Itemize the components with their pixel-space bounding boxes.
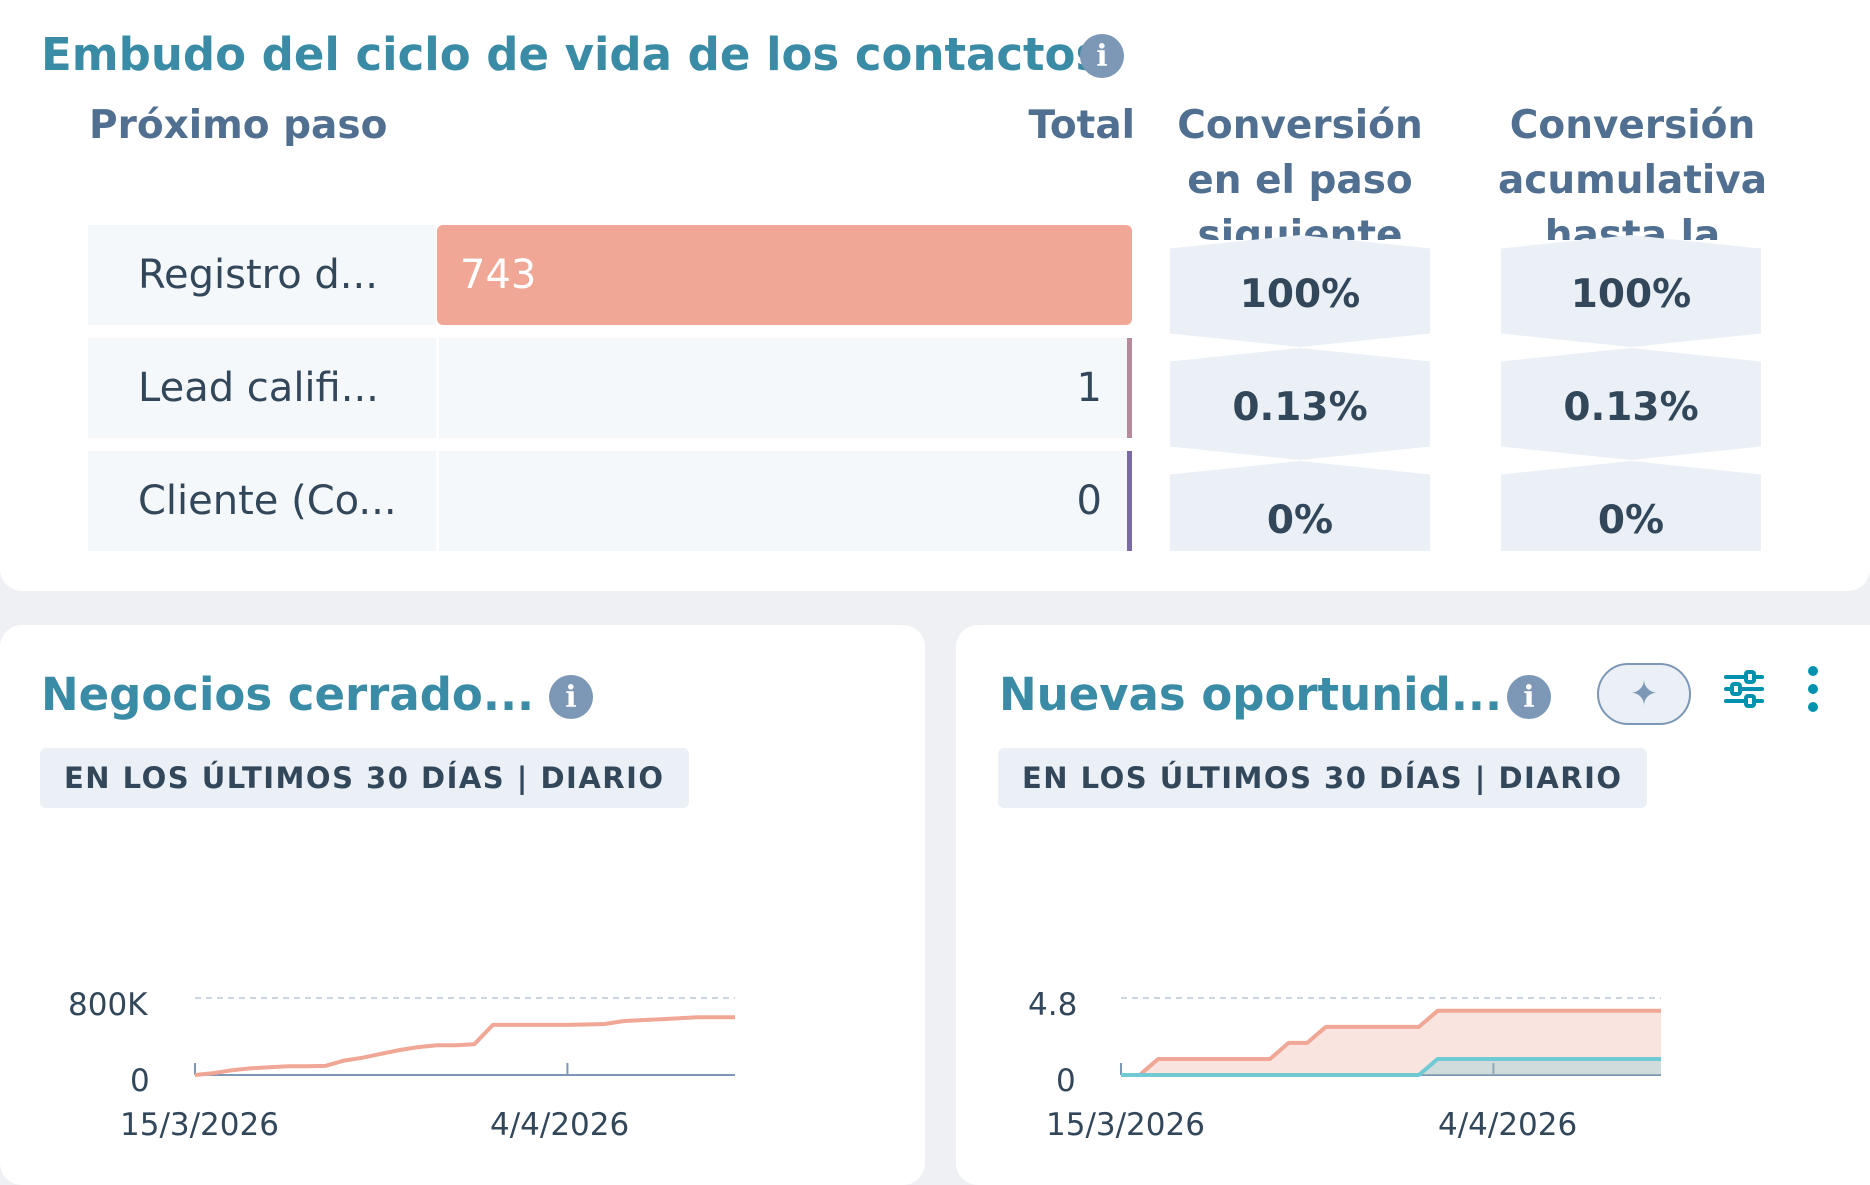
series-line [1121,1057,1661,1077]
funnel-row-label[interactable]: Registro d... [88,225,436,325]
funnel-row-total: 0 [1076,478,1102,524]
new-opportunities-title[interactable]: Nuevas oportunid... [999,668,1503,721]
step-conversion-value: 0.13% [1232,385,1368,430]
y-tick-label: 800K [68,987,148,1023]
x-tick-label: 15/3/2026 [1046,1107,1205,1143]
header-step-conversion: Conversión en el paso siguiente [1177,103,1423,240]
series-line [1121,1008,1661,1077]
funnel-bar[interactable] [437,225,1132,325]
funnel-row-label[interactable]: Cliente (Co... [88,451,436,551]
date-range-badge: EN LOS ÚLTIMOS 30 DÍAS | DIARIO [40,748,689,808]
funnel-row-total: 743 [460,252,537,298]
step-conversion-value: 100% [1239,272,1361,317]
funnel-bar-edge [1127,338,1132,438]
date-range-badge: EN LOS ÚLTIMOS 30 DÍAS | DIARIO [998,748,1647,808]
series-area [1121,1059,1661,1075]
funnel-row-label[interactable]: Lead califi... [88,338,436,438]
more-vertical-icon[interactable] [1803,665,1823,722]
step-conversion-value: 0% [1266,498,1334,543]
funnel-bar-track [439,338,1129,438]
y-tick-label: 0 [1056,1063,1076,1099]
funnel-title[interactable]: Embudo del ciclo de vida de los contacto… [41,28,1103,81]
closed-deals-title[interactable]: Negocios cerrado... [41,668,535,721]
sparkle-icon[interactable]: ✦ [1597,663,1691,725]
funnel-row-total: 1 [1076,365,1102,411]
funnel-bar-track [439,451,1129,551]
info-icon[interactable]: i [1080,34,1124,78]
x-tick-label: 4/4/2026 [1438,1107,1578,1143]
step-conversion-cell [1170,461,1430,551]
series-line [194,1015,735,1077]
cumulative-conversion-cell [1501,348,1761,460]
x-tick-label: 15/3/2026 [120,1107,279,1143]
cumulative-conversion-value: 0.13% [1563,385,1699,430]
info-icon[interactable]: i [549,675,593,719]
x-tick-label: 4/4/2026 [490,1107,630,1143]
cumulative-conversion-cell [1501,461,1761,551]
header-total: Total [1028,103,1135,148]
closed-deals-card: Negocios cerrado... i EN LOS ÚLTIMOS 30 … [0,625,925,1185]
funnel-bar-edge [1127,451,1132,551]
cumulative-conversion-value: 100% [1570,272,1692,317]
info-icon[interactable]: i [1507,675,1551,719]
closed-deals-chart [194,997,735,1077]
step-conversion-cell [1170,348,1430,460]
header-next-step: Próximo paso [89,103,388,148]
step-conversion-cell [1170,235,1430,347]
cumulative-conversion-value: 0% [1597,498,1665,543]
new-opportunities-card: Nuevas oportunid... i ✦ EN LOS ÚLTIMOS 3… [956,625,1870,1185]
sliders-icon[interactable] [1722,667,1766,720]
new-opportunities-chart [1120,997,1661,1077]
funnel-card: Embudo del ciclo de vida de los contacto… [0,0,1870,591]
y-tick-label: 0 [130,1063,150,1099]
cumulative-conversion-cell [1501,235,1761,347]
y-tick-label: 4.8 [1028,987,1078,1023]
header-cumulative-conversion: Conversión acumulativa hasta la [1497,103,1768,240]
